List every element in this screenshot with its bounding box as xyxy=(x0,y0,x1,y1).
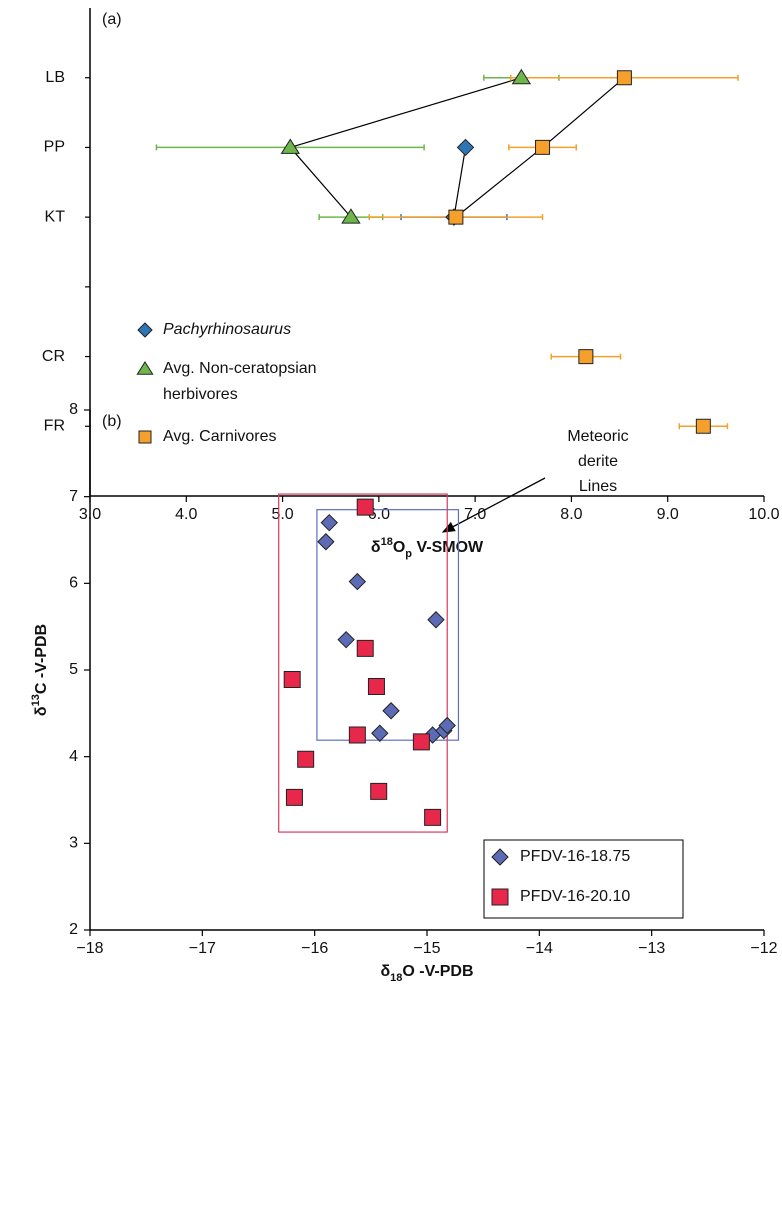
y-tick-label: 7 xyxy=(69,488,78,505)
point xyxy=(371,724,389,742)
annotation-arrow xyxy=(441,477,546,533)
y-tick-label: FR xyxy=(44,418,65,435)
annotation: derite xyxy=(578,453,618,470)
connector xyxy=(455,146,543,218)
x-axis-label-part: δ xyxy=(371,539,381,556)
point xyxy=(285,788,303,806)
point xyxy=(356,498,374,516)
y-tick-label: 6 xyxy=(69,575,78,592)
y-tick-label: 5 xyxy=(69,661,78,678)
annotation: Lines xyxy=(579,478,617,495)
point xyxy=(337,630,355,649)
legend-box xyxy=(483,839,684,919)
legend-label: PFDV-16-18.75 xyxy=(520,848,630,865)
y-tick-label: 8 xyxy=(69,401,78,418)
point xyxy=(356,639,374,657)
y-tick-label: KT xyxy=(45,208,66,225)
x-tick-label: −14 xyxy=(526,940,553,957)
point xyxy=(616,70,632,86)
point xyxy=(535,139,551,155)
point xyxy=(578,349,594,365)
x-tick-label: −13 xyxy=(638,940,665,957)
legend-marker xyxy=(138,430,152,444)
point xyxy=(456,138,475,157)
y-tick-label: PP xyxy=(44,139,65,156)
point xyxy=(317,533,335,551)
legend-label: Avg. Carnivores xyxy=(163,428,277,445)
point xyxy=(412,733,430,751)
y-tick-label: LB xyxy=(45,69,65,86)
x-tick-label: 8.0 xyxy=(560,506,582,523)
x-tick-label: −17 xyxy=(189,940,216,957)
y-axis-label: δ13C -V-PDB xyxy=(30,624,50,716)
point xyxy=(341,208,361,224)
point xyxy=(348,726,366,744)
point xyxy=(427,611,445,629)
panel-label: (a) xyxy=(102,11,122,28)
connector xyxy=(453,147,467,218)
y-tick-label: CR xyxy=(42,348,65,365)
point xyxy=(280,138,300,154)
region xyxy=(278,493,448,833)
legend-label: PFDV-16-20.10 xyxy=(520,888,630,905)
connector xyxy=(290,77,522,149)
point xyxy=(448,209,464,225)
point xyxy=(297,750,315,768)
y-axis-label-part: 13 xyxy=(30,694,42,706)
legend-label: Pachyrhinosaurus xyxy=(163,321,292,338)
y-tick-label: 4 xyxy=(69,748,78,765)
point xyxy=(320,513,338,532)
legend-label: Avg. Non-ceratopsian herbivores xyxy=(163,360,317,403)
point xyxy=(382,702,400,720)
x-tick-label: 5.0 xyxy=(271,506,293,523)
panel-label: (b) xyxy=(102,413,122,430)
legend-marker xyxy=(491,848,509,866)
x-tick-label: 4.0 xyxy=(175,506,197,523)
connector xyxy=(289,147,352,218)
region xyxy=(316,509,460,741)
point xyxy=(367,677,385,695)
point xyxy=(348,572,367,591)
point xyxy=(695,418,711,434)
x-tick-label: 7.0 xyxy=(464,506,486,523)
x-axis-label-part: 18 xyxy=(381,536,393,548)
x-axis-label-part: V-SMOW xyxy=(412,539,484,556)
y-tick-label: 3 xyxy=(69,835,78,852)
x-axis-label-part: δ xyxy=(380,963,390,980)
x-tick-label: 9.0 xyxy=(657,506,679,523)
x-tick-label: −15 xyxy=(413,940,440,957)
legend-marker xyxy=(491,888,509,906)
point xyxy=(438,716,456,735)
x-tick-label: −18 xyxy=(76,940,103,957)
point xyxy=(424,808,442,826)
annotation: Meteoric xyxy=(567,428,628,445)
x-axis-label: δ18Op V-SMOW xyxy=(371,536,484,560)
y-axis-label-part: δ xyxy=(33,706,50,716)
x-tick-label: −16 xyxy=(301,940,328,957)
y-tick-label: 2 xyxy=(69,921,78,938)
point xyxy=(370,782,388,800)
x-axis-label-part: p xyxy=(405,548,412,560)
point xyxy=(283,671,301,689)
point xyxy=(511,68,532,85)
x-tick-label: 10.0 xyxy=(748,506,779,523)
x-axis-label-part: O -V-PDB xyxy=(402,963,473,980)
legend-marker xyxy=(136,361,154,375)
x-axis-label-part: O xyxy=(393,539,405,556)
connector xyxy=(542,77,625,148)
x-axis-label: δ18O -V-PDB xyxy=(380,963,473,984)
x-tick-label: −12 xyxy=(750,940,777,957)
legend-marker xyxy=(137,322,153,338)
y-axis-label-part: C -V-PDB xyxy=(33,624,50,694)
x-axis-label-part: 18 xyxy=(390,972,402,984)
